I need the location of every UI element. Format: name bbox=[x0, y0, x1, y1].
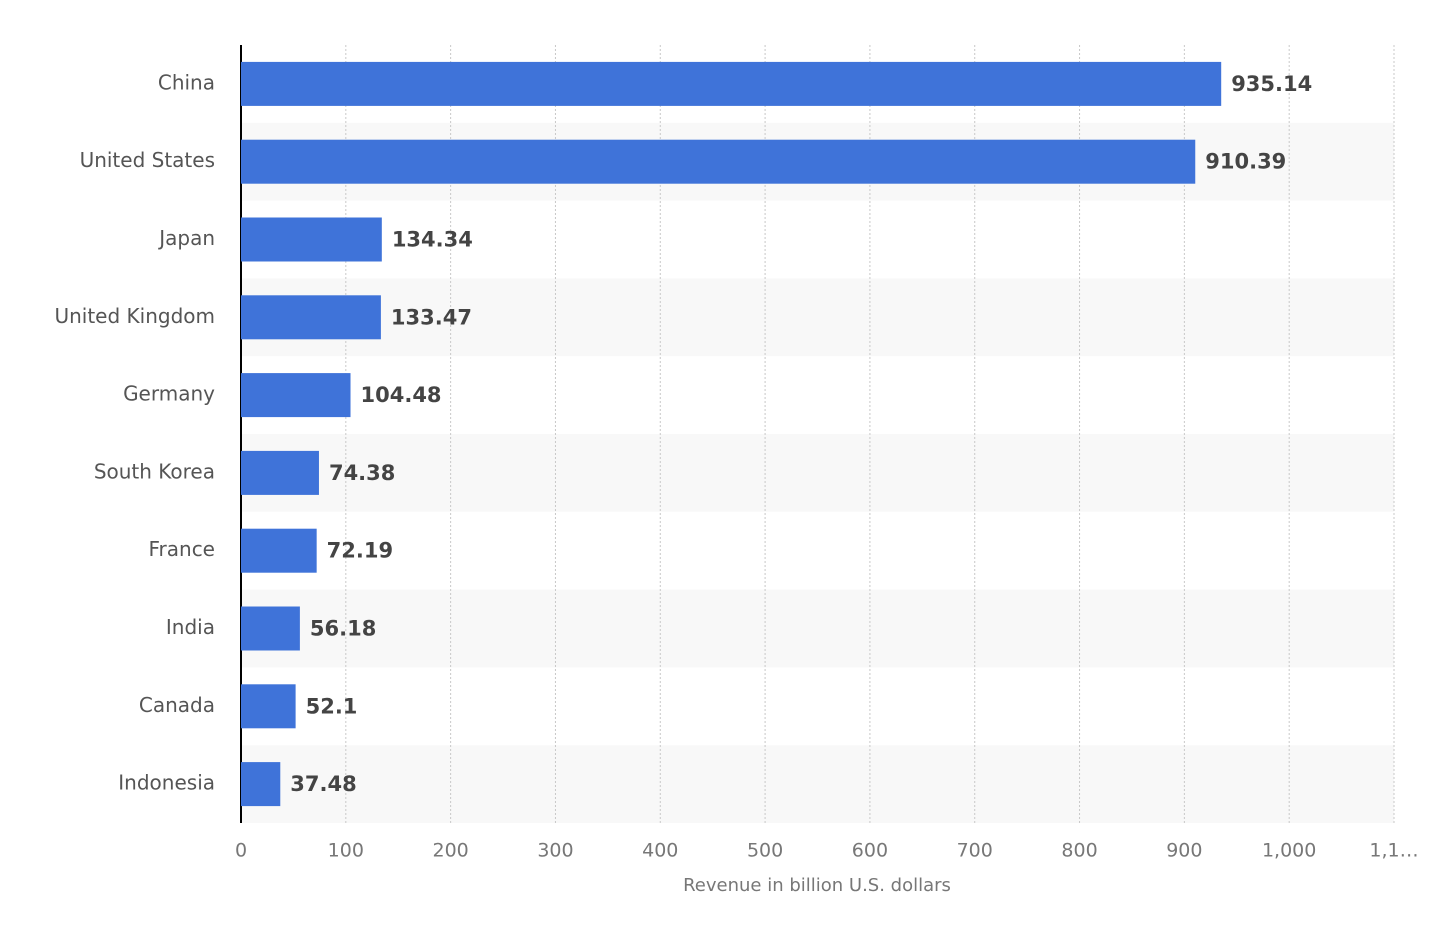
bar bbox=[241, 373, 351, 418]
x-tick-label: 600 bbox=[852, 840, 888, 862]
row-band bbox=[241, 745, 1394, 823]
value-label: 935.14 bbox=[1231, 72, 1312, 96]
value-label: 910.39 bbox=[1205, 150, 1286, 174]
bar bbox=[241, 295, 381, 340]
x-tick-label: 400 bbox=[642, 840, 678, 862]
bar bbox=[241, 528, 317, 573]
row-band bbox=[241, 434, 1394, 512]
x-tick-label: 700 bbox=[957, 840, 993, 862]
value-label: 56.18 bbox=[310, 617, 376, 641]
bar bbox=[241, 217, 382, 262]
x-tick-label: 100 bbox=[328, 840, 364, 862]
value-label: 133.47 bbox=[391, 305, 472, 329]
x-tick-label: 1,1… bbox=[1369, 840, 1418, 862]
y-tick-label: Canada bbox=[139, 693, 215, 717]
bar bbox=[241, 139, 1196, 184]
x-tick-label: 0 bbox=[235, 840, 247, 862]
bar bbox=[241, 684, 296, 729]
y-tick-label: China bbox=[158, 70, 215, 94]
bar bbox=[241, 606, 300, 651]
x-tick-label: 800 bbox=[1061, 840, 1097, 862]
row-band bbox=[241, 278, 1394, 357]
bar bbox=[241, 762, 281, 807]
value-label: 52.1 bbox=[306, 694, 358, 718]
y-tick-label: India bbox=[166, 615, 215, 639]
x-tick-label: 500 bbox=[747, 840, 783, 862]
y-tick-label: Germany bbox=[123, 382, 215, 406]
bar bbox=[241, 450, 319, 495]
value-label: 104.48 bbox=[361, 383, 442, 407]
y-tick-label: Indonesia bbox=[118, 771, 215, 795]
y-tick-label: United States bbox=[80, 148, 215, 172]
y-tick-label: United Kingdom bbox=[54, 304, 215, 328]
y-tick-label: France bbox=[148, 537, 215, 561]
x-tick-label: 200 bbox=[433, 840, 469, 862]
x-tick-label: 1,000 bbox=[1262, 840, 1316, 862]
value-label: 72.19 bbox=[327, 539, 393, 563]
value-label: 134.34 bbox=[392, 228, 473, 252]
y-tick-label: South Korea bbox=[94, 459, 215, 483]
y-tick-label: Japan bbox=[157, 226, 215, 250]
x-tick-label: 300 bbox=[537, 840, 573, 862]
x-tick-label: 900 bbox=[1166, 840, 1202, 862]
bar bbox=[241, 61, 1222, 106]
value-label: 74.38 bbox=[329, 461, 395, 485]
row-band bbox=[241, 589, 1394, 668]
x-axis-label: Revenue in billion U.S. dollars bbox=[683, 875, 951, 896]
value-label: 37.48 bbox=[290, 772, 356, 796]
